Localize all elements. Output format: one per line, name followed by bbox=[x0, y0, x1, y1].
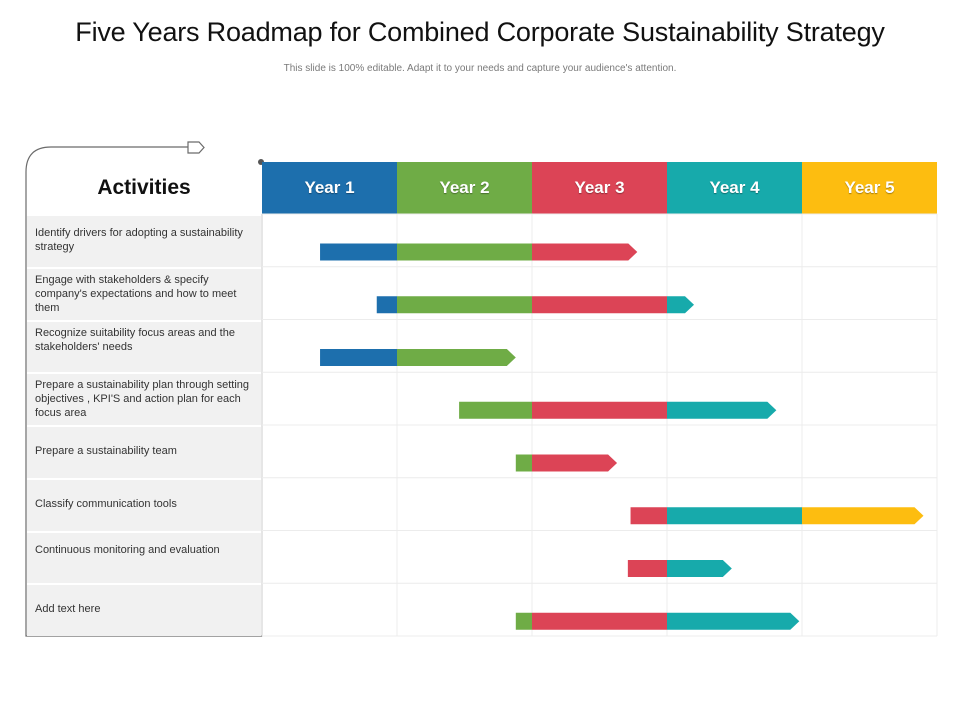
bar-segment-year-2 bbox=[515, 612, 532, 630]
bar-segment-year-3 bbox=[532, 401, 667, 419]
activity-bar bbox=[515, 454, 618, 472]
bar-segment-year-3 bbox=[532, 296, 667, 314]
bar-segment-year-2 bbox=[459, 401, 532, 419]
activity-label: Prepare a sustainability plan through se… bbox=[27, 374, 261, 425]
bar-segment-year-3 bbox=[532, 243, 638, 261]
bar-segment-year-3 bbox=[532, 454, 618, 472]
activity-label: Continuous monitoring and evaluation bbox=[27, 532, 261, 584]
year-header-3: Year 3 bbox=[532, 162, 667, 214]
bar-segment-year-4 bbox=[667, 401, 777, 419]
activity-bar bbox=[630, 507, 924, 525]
bar-segment-year-5 bbox=[802, 507, 924, 525]
bar-segment-year-4 bbox=[667, 507, 802, 525]
activity-bar bbox=[627, 559, 732, 577]
bar-segment-year-2 bbox=[515, 454, 532, 472]
bar-segment-year-2 bbox=[397, 296, 532, 314]
activity-label: Recognize suitability focus areas and th… bbox=[27, 321, 261, 373]
activity-bar bbox=[376, 296, 694, 314]
bar-segment-year-3 bbox=[630, 507, 667, 525]
activity-bar bbox=[459, 401, 777, 419]
activities-header: Activities bbox=[97, 176, 191, 199]
year-header-5: Year 5 bbox=[802, 162, 937, 214]
activity-label: Identify drivers for adopting a sustaina… bbox=[27, 216, 261, 267]
bar-segment-year-4 bbox=[667, 296, 694, 314]
page-title: Five Years Roadmap for Combined Corporat… bbox=[75, 17, 885, 47]
activity-label: Add text here bbox=[27, 585, 261, 636]
bar-segment-year-4 bbox=[667, 612, 800, 630]
activity-label: Classify communication tools bbox=[27, 479, 261, 531]
year-header-1: Year 1 bbox=[262, 162, 397, 214]
activity-label: Prepare a sustainability team bbox=[27, 427, 261, 478]
bar-segment-year-3 bbox=[627, 559, 667, 577]
bar-segment-year-1 bbox=[320, 348, 397, 366]
bar-segment-year-1 bbox=[376, 296, 397, 314]
bar-segment-year-3 bbox=[532, 612, 667, 630]
bar-segment-year-2 bbox=[397, 243, 532, 261]
activity-bar bbox=[515, 612, 800, 630]
activity-bar bbox=[320, 243, 638, 261]
year-header-2: Year 2 bbox=[397, 162, 532, 214]
year-header-4: Year 4 bbox=[667, 162, 802, 214]
page-subtitle: This slide is 100% editable. Adapt it to… bbox=[283, 63, 677, 74]
bar-segment-year-1 bbox=[320, 243, 397, 261]
bar-segment-year-2 bbox=[397, 348, 516, 366]
grid-lines bbox=[261, 213, 938, 637]
activity-label: Engage with stakeholders & specify compa… bbox=[27, 268, 261, 320]
bar-segment-year-4 bbox=[667, 559, 732, 577]
activity-bar bbox=[320, 348, 516, 366]
